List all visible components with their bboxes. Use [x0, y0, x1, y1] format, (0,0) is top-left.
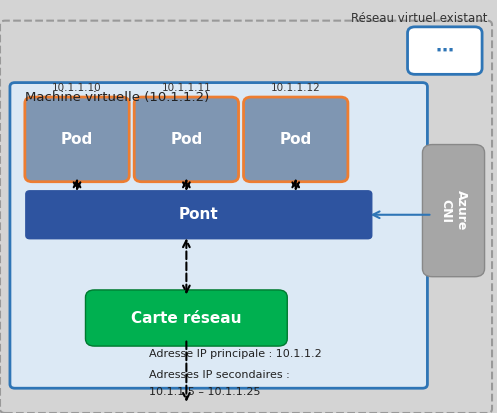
- Text: Pod: Pod: [61, 132, 93, 147]
- Text: Carte réseau: Carte réseau: [131, 311, 242, 325]
- Text: 10.1.1.12: 10.1.1.12: [271, 83, 321, 93]
- FancyBboxPatch shape: [85, 290, 287, 346]
- Text: Pont: Pont: [179, 207, 219, 222]
- Text: 10.1.1.11: 10.1.1.11: [162, 83, 211, 93]
- Text: Pod: Pod: [280, 132, 312, 147]
- FancyBboxPatch shape: [26, 191, 372, 239]
- FancyBboxPatch shape: [25, 97, 129, 182]
- Text: Adresse IP principale : 10.1.1.2: Adresse IP principale : 10.1.1.2: [149, 349, 322, 359]
- Text: 10.1.1.10: 10.1.1.10: [52, 83, 102, 93]
- FancyBboxPatch shape: [10, 83, 427, 388]
- FancyBboxPatch shape: [422, 145, 485, 277]
- Text: Pod: Pod: [170, 132, 202, 147]
- FancyBboxPatch shape: [408, 27, 482, 74]
- Text: ⋯: ⋯: [436, 42, 454, 59]
- Text: Azure
CNI: Azure CNI: [439, 190, 468, 231]
- Text: Adresses IP secondaires :: Adresses IP secondaires :: [149, 370, 290, 380]
- FancyBboxPatch shape: [134, 97, 239, 182]
- Text: Réseau virtuel existant: Réseau virtuel existant: [350, 12, 487, 25]
- Text: 10.1.1.5 – 10.1.1.25: 10.1.1.5 – 10.1.1.25: [149, 387, 260, 397]
- FancyBboxPatch shape: [0, 21, 492, 413]
- FancyBboxPatch shape: [244, 97, 348, 182]
- Text: Machine virtuelle (10.1.1.2): Machine virtuelle (10.1.1.2): [25, 91, 209, 104]
